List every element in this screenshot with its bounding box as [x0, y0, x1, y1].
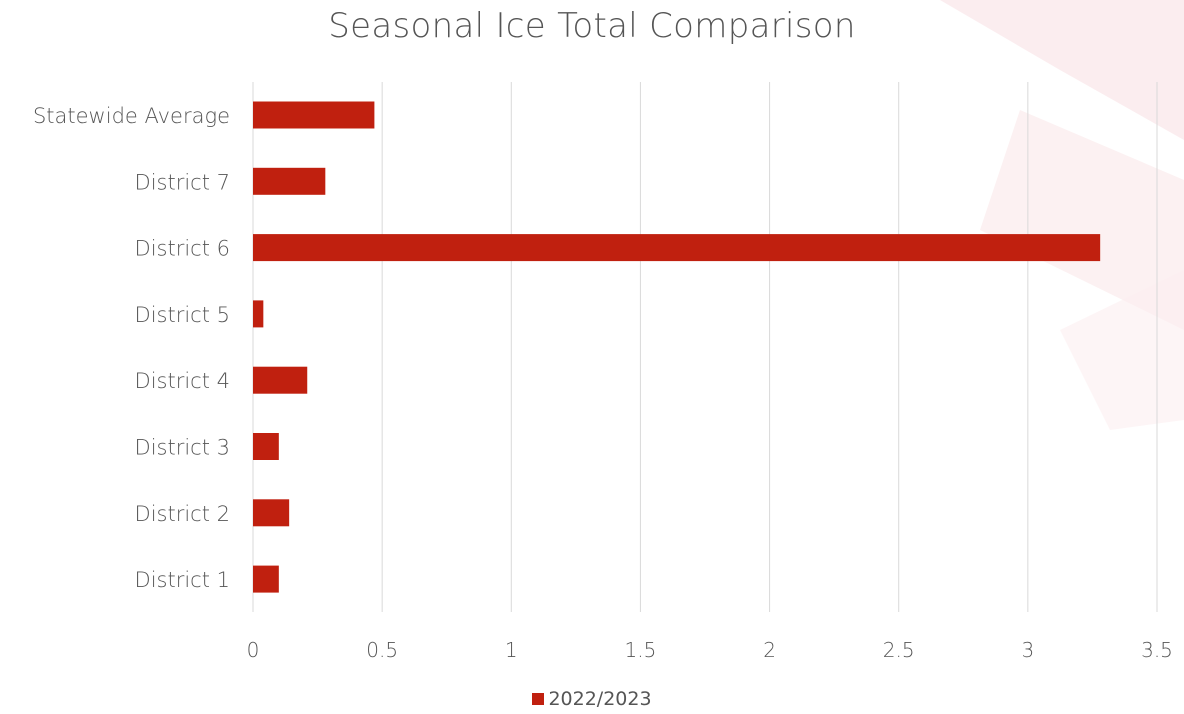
category-label: District 4 [135, 369, 230, 393]
category-label: District 3 [135, 436, 230, 460]
legend-label: 2022/2023 [548, 688, 652, 710]
category-label: District 6 [135, 237, 230, 261]
category-label: District 5 [135, 303, 230, 327]
x-tick-label: 2 [763, 638, 776, 662]
x-tick-label: 2.5 [883, 638, 915, 662]
bar [253, 234, 1101, 262]
x-tick-label: 0 [247, 638, 260, 662]
category-label: District 7 [135, 170, 230, 194]
chart-title: Seasonal Ice Total Comparison [328, 6, 856, 46]
bar [253, 366, 308, 394]
bar [253, 300, 264, 328]
x-tick-label: 1.5 [625, 638, 657, 662]
gridlines [252, 82, 1158, 612]
legend: 2022/2023 [0, 688, 1184, 710]
bar [253, 565, 279, 593]
x-tick-labels: 0 0.5 1 1.5 2 2.5 3 3.5 [247, 638, 1173, 662]
category-labels: Statewide Average District 7 District 6 Dis… [33, 104, 230, 592]
category-label: District 1 [135, 568, 230, 592]
x-tick-label: 3 [1021, 638, 1034, 662]
x-tick-label: 1 [505, 638, 518, 662]
bars [253, 101, 1101, 593]
x-tick-label: 3.5 [1141, 638, 1173, 662]
bar [253, 167, 326, 195]
category-label: District 2 [135, 502, 230, 526]
bar [253, 101, 375, 129]
x-tick-label: 0.5 [366, 638, 398, 662]
legend-swatch [532, 693, 545, 705]
bar [253, 499, 290, 527]
category-label: Statewide Average [33, 104, 230, 128]
bar [253, 433, 279, 460]
